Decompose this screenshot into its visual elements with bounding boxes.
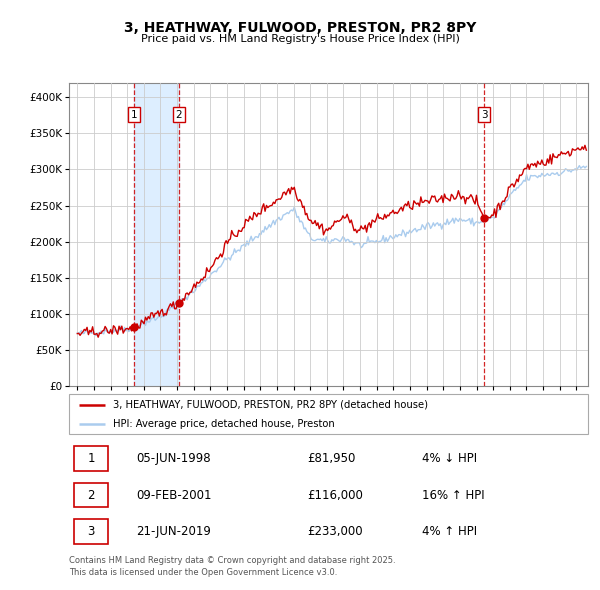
Text: 16% ↑ HPI: 16% ↑ HPI <box>422 489 485 502</box>
FancyBboxPatch shape <box>74 483 108 507</box>
Text: 21-JUN-2019: 21-JUN-2019 <box>136 525 211 537</box>
Text: Contains HM Land Registry data © Crown copyright and database right 2025.
This d: Contains HM Land Registry data © Crown c… <box>69 556 395 576</box>
Text: 3: 3 <box>88 525 95 537</box>
Text: 4% ↓ HPI: 4% ↓ HPI <box>422 453 477 466</box>
Bar <box>134 83 179 386</box>
FancyBboxPatch shape <box>69 394 588 434</box>
Text: HPI: Average price, detached house, Preston: HPI: Average price, detached house, Pres… <box>113 419 335 428</box>
Text: £233,000: £233,000 <box>308 525 364 537</box>
Text: 05-JUN-1998: 05-JUN-1998 <box>136 453 211 466</box>
Text: 1: 1 <box>131 110 137 120</box>
Text: 3, HEATHWAY, FULWOOD, PRESTON, PR2 8PY (detached house): 3, HEATHWAY, FULWOOD, PRESTON, PR2 8PY (… <box>113 400 428 410</box>
FancyBboxPatch shape <box>74 519 108 544</box>
Text: Price paid vs. HM Land Registry's House Price Index (HPI): Price paid vs. HM Land Registry's House … <box>140 34 460 44</box>
Text: £81,950: £81,950 <box>308 453 356 466</box>
Text: 1: 1 <box>88 453 95 466</box>
Text: 4% ↑ HPI: 4% ↑ HPI <box>422 525 477 537</box>
FancyBboxPatch shape <box>74 446 108 471</box>
Text: 2: 2 <box>176 110 182 120</box>
Text: 2: 2 <box>88 489 95 502</box>
Text: 3: 3 <box>481 110 488 120</box>
Text: 3, HEATHWAY, FULWOOD, PRESTON, PR2 8PY: 3, HEATHWAY, FULWOOD, PRESTON, PR2 8PY <box>124 21 476 35</box>
Text: 09-FEB-2001: 09-FEB-2001 <box>136 489 212 502</box>
Text: £116,000: £116,000 <box>308 489 364 502</box>
